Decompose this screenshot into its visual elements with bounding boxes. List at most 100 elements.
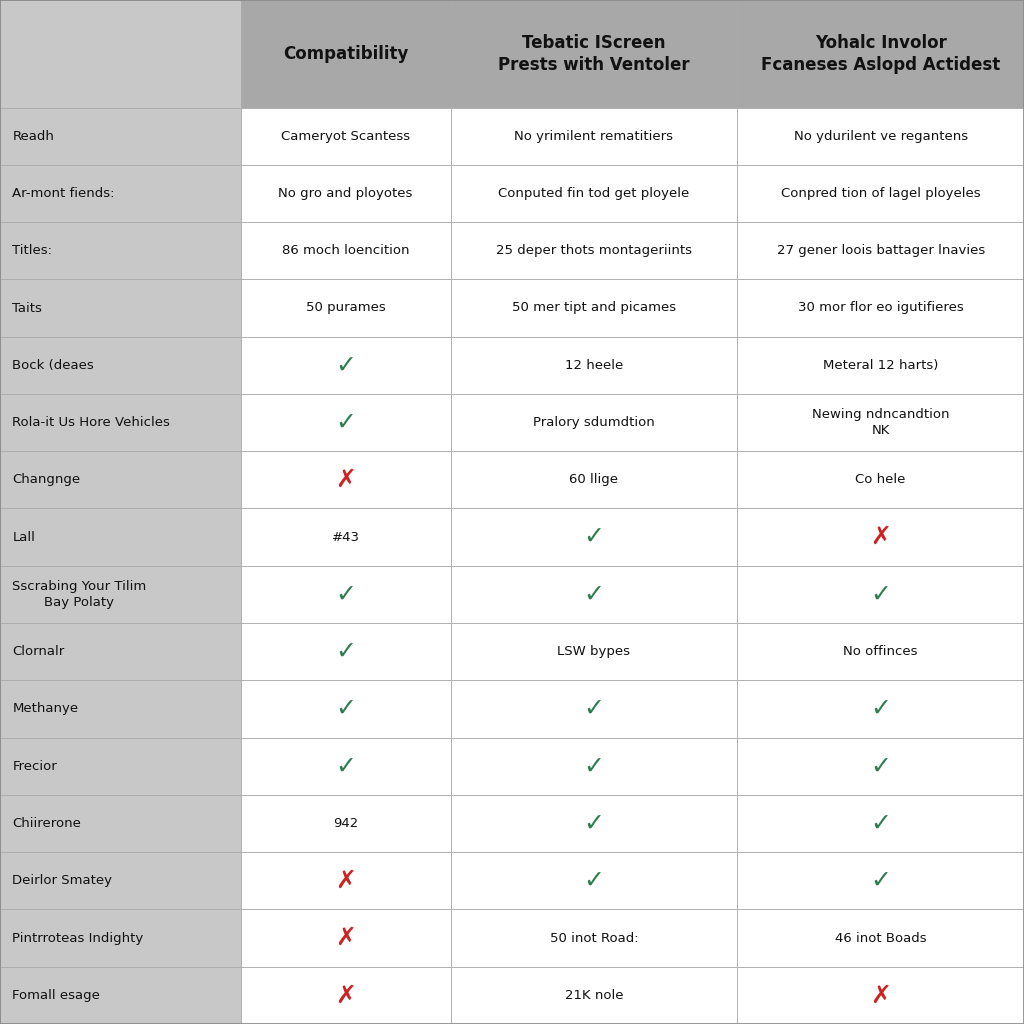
Text: No yrimilent rematitiers: No yrimilent rematitiers [514,130,674,142]
Text: Pintrroteas Indighty: Pintrroteas Indighty [12,932,143,944]
FancyBboxPatch shape [0,0,241,108]
FancyBboxPatch shape [451,737,737,795]
Text: ✓: ✓ [584,583,604,606]
Text: 60 llige: 60 llige [569,473,618,486]
FancyBboxPatch shape [0,165,241,222]
FancyBboxPatch shape [241,337,451,394]
Text: Titles:: Titles: [12,244,52,257]
FancyBboxPatch shape [451,280,737,337]
FancyBboxPatch shape [737,795,1024,852]
FancyBboxPatch shape [451,795,737,852]
FancyBboxPatch shape [0,509,241,565]
FancyBboxPatch shape [0,452,241,509]
Text: Frecior: Frecior [12,760,57,773]
FancyBboxPatch shape [737,222,1024,280]
FancyBboxPatch shape [451,967,737,1024]
FancyBboxPatch shape [0,909,241,967]
FancyBboxPatch shape [0,565,241,623]
Text: ✓: ✓ [584,811,604,836]
FancyBboxPatch shape [241,108,451,165]
Text: 12 heele: 12 heele [565,358,623,372]
FancyBboxPatch shape [0,680,241,737]
FancyBboxPatch shape [737,108,1024,165]
Text: 21K nole: 21K nole [564,989,624,1001]
Text: ✓: ✓ [335,640,356,664]
FancyBboxPatch shape [451,337,737,394]
Text: ✓: ✓ [335,755,356,778]
FancyBboxPatch shape [0,852,241,909]
FancyBboxPatch shape [241,852,451,909]
FancyBboxPatch shape [737,509,1024,565]
Text: 50 mer tipt and picames: 50 mer tipt and picames [512,301,676,314]
FancyBboxPatch shape [241,222,451,280]
Text: 50 inot Road:: 50 inot Road: [550,932,638,944]
FancyBboxPatch shape [737,565,1024,623]
FancyBboxPatch shape [451,0,737,108]
Text: ✓: ✓ [870,755,891,778]
FancyBboxPatch shape [241,565,451,623]
Text: #43: #43 [332,530,359,544]
Text: Sscrabing Your Tilim
Bay Polaty: Sscrabing Your Tilim Bay Polaty [12,581,146,608]
Text: No offinces: No offinces [844,645,918,658]
FancyBboxPatch shape [241,394,451,452]
Text: ✓: ✓ [335,697,356,721]
FancyBboxPatch shape [241,280,451,337]
FancyBboxPatch shape [737,337,1024,394]
Text: ✗: ✗ [335,468,356,492]
FancyBboxPatch shape [451,222,737,280]
Text: ✗: ✗ [335,983,356,1008]
FancyBboxPatch shape [0,108,241,165]
FancyBboxPatch shape [0,623,241,680]
Text: ✓: ✓ [335,411,356,434]
FancyBboxPatch shape [737,623,1024,680]
FancyBboxPatch shape [0,394,241,452]
FancyBboxPatch shape [451,452,737,509]
FancyBboxPatch shape [737,680,1024,737]
Text: 86 moch loencition: 86 moch loencition [282,244,410,257]
FancyBboxPatch shape [241,509,451,565]
Text: Conpred tion of lagel ployeles: Conpred tion of lagel ployeles [781,187,980,200]
Text: ✗: ✗ [870,983,891,1008]
Text: ✓: ✓ [335,353,356,377]
Text: ✓: ✓ [870,697,891,721]
FancyBboxPatch shape [737,967,1024,1024]
Text: ✓: ✓ [584,755,604,778]
Text: Chiirerone: Chiirerone [12,817,81,830]
FancyBboxPatch shape [241,909,451,967]
FancyBboxPatch shape [451,623,737,680]
FancyBboxPatch shape [737,452,1024,509]
FancyBboxPatch shape [241,165,451,222]
Text: Bock (deaes: Bock (deaes [12,358,94,372]
Text: 942: 942 [333,817,358,830]
Text: Cameryot Scantess: Cameryot Scantess [281,130,411,142]
FancyBboxPatch shape [451,680,737,737]
Text: 46 inot Boads: 46 inot Boads [835,932,927,944]
FancyBboxPatch shape [0,222,241,280]
FancyBboxPatch shape [737,909,1024,967]
FancyBboxPatch shape [241,452,451,509]
Text: ✓: ✓ [870,811,891,836]
Text: Deirlor Smatey: Deirlor Smatey [12,874,113,888]
Text: Yohalc Involor
Fcaneses Aslopd Actidest: Yohalc Involor Fcaneses Aslopd Actidest [761,34,1000,74]
FancyBboxPatch shape [451,108,737,165]
FancyBboxPatch shape [0,280,241,337]
FancyBboxPatch shape [241,795,451,852]
Text: ✓: ✓ [870,868,891,893]
Text: 27 gener loois battager lnavies: 27 gener loois battager lnavies [776,244,985,257]
FancyBboxPatch shape [737,737,1024,795]
Text: Newing ndncandtion
NK: Newing ndncandtion NK [812,409,949,437]
FancyBboxPatch shape [451,909,737,967]
Text: 30 mor flor eo igutifieres: 30 mor flor eo igutifieres [798,301,964,314]
Text: ✗: ✗ [870,525,891,549]
Text: LSW bypes: LSW bypes [557,645,631,658]
Text: ✓: ✓ [584,697,604,721]
Text: ✓: ✓ [584,525,604,549]
Text: Meteral 12 harts): Meteral 12 harts) [823,358,938,372]
FancyBboxPatch shape [737,165,1024,222]
FancyBboxPatch shape [737,852,1024,909]
Text: Tebatic IScreen
Prests with Ventoler: Tebatic IScreen Prests with Ventoler [498,34,690,74]
FancyBboxPatch shape [451,509,737,565]
FancyBboxPatch shape [241,680,451,737]
Text: ✓: ✓ [584,868,604,893]
Text: ✗: ✗ [335,868,356,893]
